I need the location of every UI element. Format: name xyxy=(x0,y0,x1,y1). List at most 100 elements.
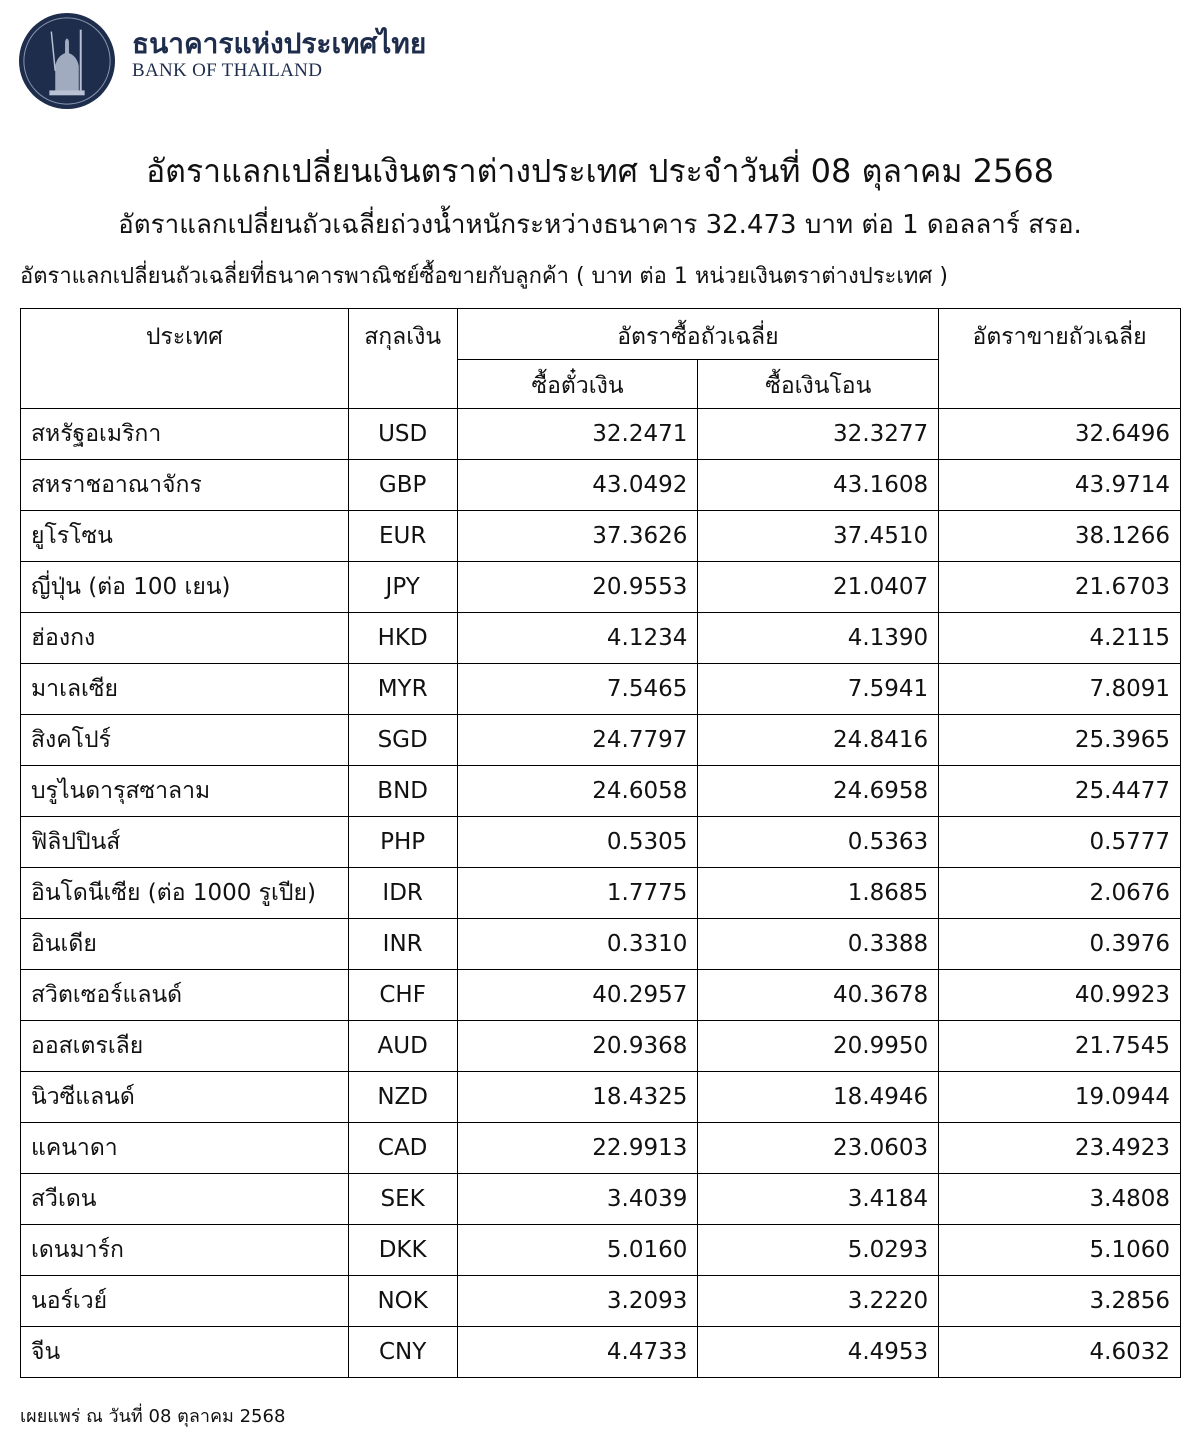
cell-buy-cash: 3.4039 xyxy=(456,1173,699,1225)
cell-currency: IDR xyxy=(347,867,458,919)
cell-country: นิวซีแลนด์ xyxy=(20,1071,349,1123)
cell-buy-transfer: 24.8416 xyxy=(697,714,940,766)
cell-buy-transfer: 3.2220 xyxy=(697,1275,940,1327)
cell-buy-cash: 4.4733 xyxy=(456,1326,699,1378)
cell-sell: 40.9923 xyxy=(938,969,1181,1021)
cell-country: แคนาดา xyxy=(20,1122,349,1174)
cell-buy-transfer: 43.1608 xyxy=(697,459,940,511)
cell-buy-cash: 22.9913 xyxy=(456,1122,699,1174)
interbank-rate-subtitle: อัตราแลกเปลี่ยนถัวเฉลี่ยถ่วงน้ำหนักระหว่… xyxy=(118,210,1082,240)
cell-currency: EUR xyxy=(347,510,458,562)
table-row: นอร์เวย์ NOK 3.2093 3.2220 3.2856 xyxy=(20,1275,1181,1327)
table-row: สหราชอาณาจักร GBP 43.0492 43.1608 43.9714 xyxy=(20,459,1181,511)
cell-buy-transfer: 7.5941 xyxy=(697,663,940,715)
cell-buy-cash: 0.3310 xyxy=(456,918,699,970)
table-row: ฮ่องกง HKD 4.1234 4.1390 4.2115 xyxy=(20,612,1181,664)
cell-currency: PHP xyxy=(347,816,458,868)
cell-currency: JPY xyxy=(347,561,458,613)
cell-country: สวีเดน xyxy=(20,1173,349,1225)
cell-currency: INR xyxy=(347,918,458,970)
cell-currency: GBP xyxy=(347,459,458,511)
table-note: อัตราแลกเปลี่ยนถัวเฉลี่ยที่ธนาคารพาณิชย์… xyxy=(20,264,948,289)
page-title: อัตราแลกเปลี่ยนเงินตราต่างประเทศ ประจำวั… xyxy=(145,152,1055,190)
header-currency: สกุลเงิน xyxy=(347,308,458,409)
cell-buy-cash: 24.7797 xyxy=(456,714,699,766)
cell-buy-transfer: 20.9950 xyxy=(697,1020,940,1072)
cell-currency: DKK xyxy=(347,1224,458,1276)
bank-name-thai: ธนาคารแห่งประเทศไทย xyxy=(132,27,427,60)
table-row: เดนมาร์ก DKK 5.0160 5.0293 5.1060 xyxy=(20,1224,1181,1276)
cell-sell: 3.4808 xyxy=(938,1173,1181,1225)
cell-country: ญี่ปุ่น (ต่อ 100 เยน) xyxy=(20,561,349,613)
cell-sell: 0.3976 xyxy=(938,918,1181,970)
table-row: มาเลเซีย MYR 7.5465 7.5941 7.8091 xyxy=(20,663,1181,715)
cell-sell: 43.9714 xyxy=(938,459,1181,511)
exchange-rate-table: ประเทศ สกุลเงิน อัตราซื้อถัวเฉลี่ย อัตรา… xyxy=(20,308,1181,1378)
header-buy-transfer: ซื้อเงินโอน xyxy=(697,359,940,409)
table-row: ออสเตรเลีย AUD 20.9368 20.9950 21.7545 xyxy=(20,1020,1181,1072)
cell-buy-cash: 5.0160 xyxy=(456,1224,699,1276)
cell-sell: 0.5777 xyxy=(938,816,1181,868)
cell-country: อินโดนีเซีย (ต่อ 1000 รูเปีย) xyxy=(20,867,349,919)
cell-buy-cash: 40.2957 xyxy=(456,969,699,1021)
cell-currency: CNY xyxy=(347,1326,458,1378)
cell-country: ฟิลิปปินส์ xyxy=(20,816,349,868)
cell-country: ออสเตรเลีย xyxy=(20,1020,349,1072)
cell-buy-transfer: 32.3277 xyxy=(697,408,940,460)
cell-buy-cash: 24.6058 xyxy=(456,765,699,817)
cell-buy-cash: 1.7775 xyxy=(456,867,699,919)
cell-buy-transfer: 24.6958 xyxy=(697,765,940,817)
cell-country: ฮ่องกง xyxy=(20,612,349,664)
cell-currency: BND xyxy=(347,765,458,817)
cell-sell: 21.7545 xyxy=(938,1020,1181,1072)
cell-country: บรูไนดารุสซาลาม xyxy=(20,765,349,817)
cell-buy-transfer: 5.0293 xyxy=(697,1224,940,1276)
cell-currency: NOK xyxy=(347,1275,458,1327)
cell-sell: 4.2115 xyxy=(938,612,1181,664)
table-row: นิวซีแลนด์ NZD 18.4325 18.4946 19.0944 xyxy=(20,1071,1181,1123)
cell-buy-cash: 20.9553 xyxy=(456,561,699,613)
cell-country: จีน xyxy=(20,1326,349,1378)
cell-buy-cash: 20.9368 xyxy=(456,1020,699,1072)
cell-buy-cash: 0.5305 xyxy=(456,816,699,868)
cell-country: สิงคโปร์ xyxy=(20,714,349,766)
cell-sell: 25.4477 xyxy=(938,765,1181,817)
cell-sell: 23.4923 xyxy=(938,1122,1181,1174)
table-row: สิงคโปร์ SGD 24.7797 24.8416 25.3965 xyxy=(20,714,1181,766)
cell-buy-transfer: 23.0603 xyxy=(697,1122,940,1174)
table-row: อินโดนีเซีย (ต่อ 1000 รูเปีย) IDR 1.7775 1.… xyxy=(20,867,1181,919)
cell-country: นอร์เวย์ xyxy=(20,1275,349,1327)
cell-buy-cash: 18.4325 xyxy=(456,1071,699,1123)
cell-buy-cash: 3.2093 xyxy=(456,1275,699,1327)
table-row: ยูโรโซน EUR 37.3626 37.4510 38.1266 xyxy=(20,510,1181,562)
table-row: จีน CNY 4.4733 4.4953 4.6032 xyxy=(20,1326,1181,1378)
table-row: บรูไนดารุสซาลาม BND 24.6058 24.6958 25.4477 xyxy=(20,765,1181,817)
bank-name-english: BANK OF THAILAND xyxy=(132,60,323,81)
cell-sell: 5.1060 xyxy=(938,1224,1181,1276)
header-country: ประเทศ xyxy=(20,308,349,409)
table-row: แคนาดา CAD 22.9913 23.0603 23.4923 xyxy=(20,1122,1181,1174)
cell-country: สหรัฐอเมริกา xyxy=(20,408,349,460)
table-row: สวีเดน SEK 3.4039 3.4184 3.4808 xyxy=(20,1173,1181,1225)
cell-sell: 25.3965 xyxy=(938,714,1181,766)
cell-buy-cash: 4.1234 xyxy=(456,612,699,664)
cell-buy-transfer: 1.8685 xyxy=(697,867,940,919)
table-row: สหรัฐอเมริกา USD 32.2471 32.3277 32.6496 xyxy=(20,408,1181,460)
table-row: ญี่ปุ่น (ต่อ 100 เยน) JPY 20.9553 21.0407 21… xyxy=(20,561,1181,613)
cell-buy-transfer: 18.4946 xyxy=(697,1071,940,1123)
cell-country: สวิตเซอร์แลนด์ xyxy=(20,969,349,1021)
cell-sell: 19.0944 xyxy=(938,1071,1181,1123)
cell-sell: 32.6496 xyxy=(938,408,1181,460)
cell-buy-transfer: 40.3678 xyxy=(697,969,940,1021)
table-row: ฟิลิปปินส์ PHP 0.5305 0.5363 0.5777 xyxy=(20,816,1181,868)
cell-currency: CAD xyxy=(347,1122,458,1174)
cell-sell: 4.6032 xyxy=(938,1326,1181,1378)
cell-buy-cash: 32.2471 xyxy=(456,408,699,460)
bank-of-thailand-logo xyxy=(18,12,116,110)
cell-currency: CHF xyxy=(347,969,458,1021)
cell-buy-transfer: 0.3388 xyxy=(697,918,940,970)
header-buy-cash: ซื้อตั๋วเงิน xyxy=(456,359,699,409)
table-row: อินเดีย INR 0.3310 0.3388 0.3976 xyxy=(20,918,1181,970)
header-sell-average: อัตราขายถัวเฉลี่ย xyxy=(938,308,1181,409)
cell-sell: 21.6703 xyxy=(938,561,1181,613)
